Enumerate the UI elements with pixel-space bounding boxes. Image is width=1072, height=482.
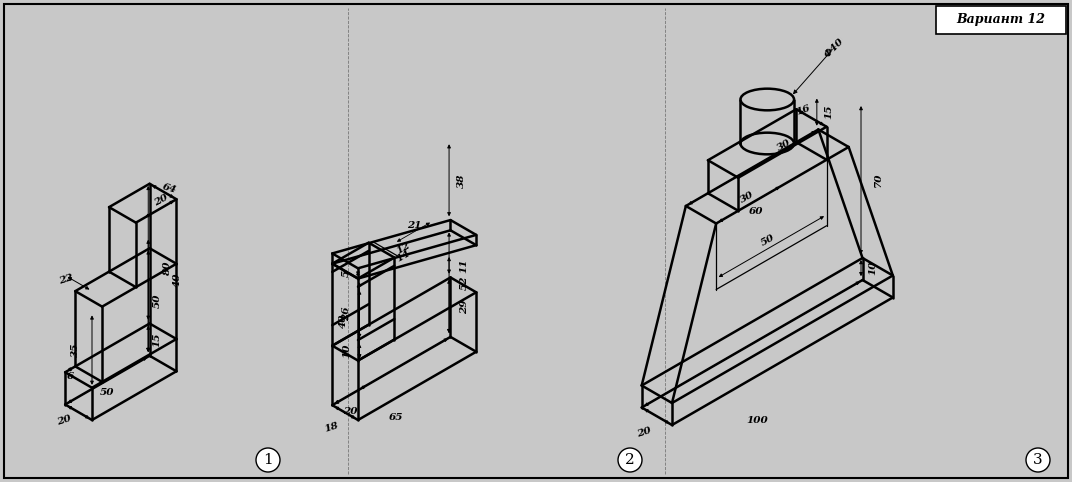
Bar bbox=[936, 6, 1066, 34]
Text: Φ40: Φ40 bbox=[822, 36, 846, 59]
Text: 20: 20 bbox=[636, 426, 652, 439]
Text: 22: 22 bbox=[58, 273, 75, 286]
Text: 18: 18 bbox=[323, 420, 340, 433]
Text: 16: 16 bbox=[795, 103, 812, 117]
Text: 15: 15 bbox=[824, 105, 833, 120]
Text: 40: 40 bbox=[173, 272, 182, 287]
Text: 50: 50 bbox=[100, 388, 115, 397]
Text: 3: 3 bbox=[1033, 453, 1043, 467]
Circle shape bbox=[1026, 448, 1049, 472]
Text: 2: 2 bbox=[625, 453, 635, 467]
Text: 1: 1 bbox=[263, 453, 273, 467]
Text: 20: 20 bbox=[57, 414, 73, 427]
Text: 40: 40 bbox=[339, 313, 348, 328]
Text: 30: 30 bbox=[739, 190, 756, 205]
Text: 35: 35 bbox=[71, 343, 79, 357]
Text: 20: 20 bbox=[153, 192, 170, 207]
Text: 26: 26 bbox=[342, 307, 351, 321]
Text: 15: 15 bbox=[152, 333, 162, 347]
Text: 21: 21 bbox=[407, 221, 421, 230]
Text: 50: 50 bbox=[760, 233, 777, 248]
Text: 38: 38 bbox=[457, 173, 465, 187]
Text: 20: 20 bbox=[343, 407, 358, 415]
Text: 10: 10 bbox=[868, 261, 878, 275]
Circle shape bbox=[256, 448, 280, 472]
Text: 50: 50 bbox=[152, 294, 162, 308]
Text: 65: 65 bbox=[389, 413, 404, 422]
Text: 5: 5 bbox=[342, 270, 351, 277]
Text: 30: 30 bbox=[776, 138, 793, 153]
Text: 80: 80 bbox=[163, 262, 172, 276]
Text: 6: 6 bbox=[66, 372, 74, 381]
Circle shape bbox=[617, 448, 642, 472]
Text: 52: 52 bbox=[460, 276, 468, 290]
Text: 64: 64 bbox=[161, 182, 177, 195]
Text: 12: 12 bbox=[394, 241, 412, 255]
Text: 70: 70 bbox=[874, 173, 882, 187]
Text: 60: 60 bbox=[749, 207, 763, 216]
Text: Вариант 12: Вариант 12 bbox=[956, 13, 1045, 27]
Text: 10: 10 bbox=[342, 344, 351, 359]
Text: 100: 100 bbox=[746, 416, 768, 425]
Text: 29: 29 bbox=[460, 299, 468, 314]
Text: 11: 11 bbox=[460, 258, 468, 273]
Text: 14: 14 bbox=[394, 248, 412, 264]
